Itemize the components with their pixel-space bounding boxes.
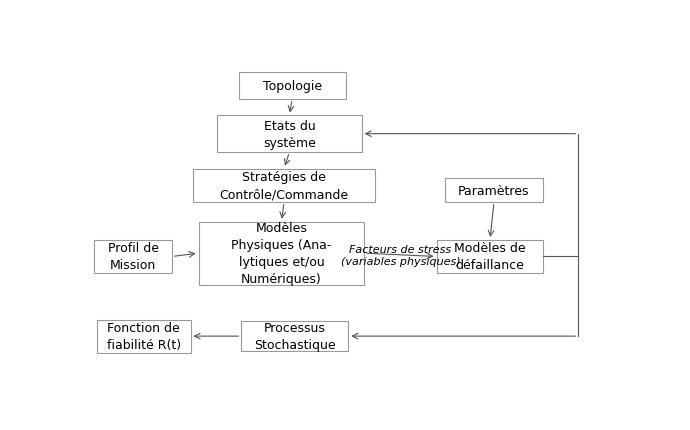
FancyBboxPatch shape — [437, 240, 544, 273]
Text: Facteurs de stress
(variables physiques): Facteurs de stress (variables physiques) — [341, 244, 460, 267]
FancyBboxPatch shape — [199, 222, 364, 285]
Text: Modèles
Physiques (Ana-
lytiques et/ou
Numériques): Modèles Physiques (Ana- lytiques et/ou N… — [231, 221, 332, 286]
Text: Processus
Stochastique: Processus Stochastique — [254, 321, 335, 351]
Text: Etats du
système: Etats du système — [263, 120, 316, 149]
Text: Modèles de
défaillance: Modèles de défaillance — [454, 242, 526, 272]
Text: Stratégies de
Contrôle/Commande: Stratégies de Contrôle/Commande — [219, 171, 348, 201]
FancyBboxPatch shape — [239, 73, 346, 100]
Text: Profil de
Mission: Profil de Mission — [108, 242, 159, 272]
FancyBboxPatch shape — [444, 179, 544, 202]
Text: Paramètres: Paramètres — [458, 184, 530, 197]
Text: Fonction de
fiabilité R(t): Fonction de fiabilité R(t) — [107, 321, 181, 351]
FancyBboxPatch shape — [97, 320, 190, 353]
FancyBboxPatch shape — [241, 322, 348, 351]
FancyBboxPatch shape — [193, 169, 375, 202]
FancyBboxPatch shape — [217, 116, 362, 153]
FancyBboxPatch shape — [95, 240, 172, 273]
Text: Topologie: Topologie — [263, 80, 322, 93]
